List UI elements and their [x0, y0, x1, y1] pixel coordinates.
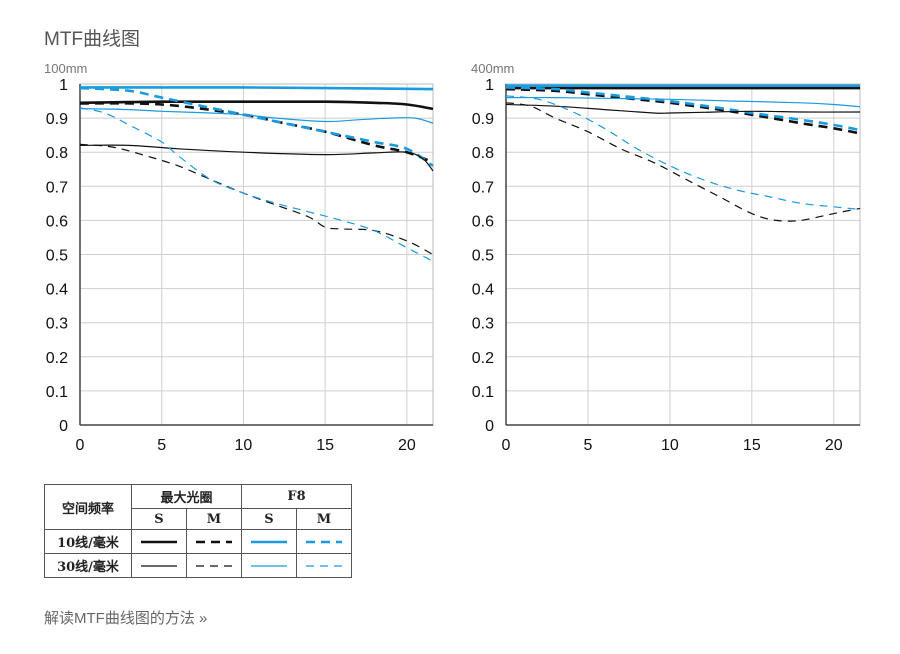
legend-header-spatial-frequency: 空间频率: [44, 484, 132, 530]
mtf-chart-100mm: 100mm 0 5 10 15 20 0 0.1 0.2 0.3 0.4 0.5 0.6 0.7 0.8 0.…: [44, 61, 434, 454]
series-line: [79, 102, 434, 164]
x-tick-label: 15: [743, 437, 761, 454]
legend-sample-10-max-s: [131, 529, 187, 554]
x-tick-label: 10: [235, 437, 253, 454]
legend-sample-30-f8-m: [296, 553, 352, 578]
y-tick-label: 0: [59, 418, 68, 435]
y-tick-label: 1: [485, 77, 494, 94]
legend-sample-30-max-s: [131, 553, 187, 578]
y-tick-label: 0.2: [472, 350, 494, 367]
y-tick-label: 0.4: [46, 282, 68, 299]
series-line: [505, 102, 861, 222]
y-tick-label: 0.7: [472, 179, 494, 196]
legend-sub-m-f8: M: [296, 508, 352, 530]
y-tick-label: 0.3: [46, 316, 68, 333]
series-line: [505, 96, 861, 108]
mtf-guide-link[interactable]: 解读MTF曲线图的方法 »: [44, 610, 208, 627]
y-tick-label: 0.5: [46, 248, 68, 265]
y-tick-label: 0.1: [46, 384, 68, 401]
legend-sample-10-max-m: [186, 529, 242, 554]
x-tick-label: 20: [398, 437, 416, 454]
chart-title: 100mm: [44, 61, 87, 76]
series-line: [505, 86, 861, 132]
legend-sample-30-max-m: [186, 553, 242, 578]
x-tick-label: 15: [316, 437, 334, 454]
series-line: [79, 86, 434, 167]
legend-sub-s-max: S: [131, 508, 187, 530]
legend-sub-m-max: M: [186, 508, 242, 530]
y-tick-label: 0.5: [472, 248, 494, 265]
x-tick-label: 0: [502, 437, 511, 454]
x-tick-label: 5: [583, 437, 592, 454]
y-tick-label: 0.1: [472, 384, 494, 401]
x-tick-label: 10: [661, 437, 679, 454]
y-tick-label: 0.8: [472, 145, 494, 162]
y-tick-label: 0.8: [46, 145, 68, 162]
chart-title: 400mm: [471, 61, 514, 76]
series-line: [79, 107, 434, 262]
mtf-chart-400mm: 400mm 0 5 10 15 20 0 0.1 0.2 0.3 0.4 0.5 0.6 0.7 0.8 0.…: [471, 61, 861, 454]
y-tick-label: 1: [59, 77, 68, 94]
series-line: [79, 143, 434, 256]
legend-sample-10-f8-m: [296, 529, 352, 554]
x-tick-label: 5: [157, 437, 166, 454]
legend-header-max-aperture: 最大光圈: [131, 484, 242, 509]
y-tick-label: 0.7: [46, 179, 68, 196]
y-tick-label: 0.6: [472, 213, 494, 230]
mtf-legend-table: 空间频率 最大光圈 F8 S M S M 10线/毫米 30线/毫米: [44, 484, 352, 578]
legend-sample-10-f8-s: [241, 529, 297, 554]
series-line: [505, 103, 861, 114]
series-line: [79, 108, 434, 124]
legend-row-10lines: 10线/毫米: [44, 529, 132, 554]
legend-sample-30-f8-s: [241, 553, 297, 578]
y-tick-label: 0.2: [46, 350, 68, 367]
legend-row-30lines: 30线/毫米: [44, 553, 132, 578]
y-tick-label: 0.4: [472, 282, 494, 299]
y-tick-label: 0.6: [46, 213, 68, 230]
series-line: [79, 144, 434, 172]
y-tick-label: 0.3: [472, 316, 494, 333]
y-tick-label: 0: [485, 418, 494, 435]
series-line: [505, 95, 861, 211]
x-tick-label: 20: [825, 437, 843, 454]
legend-sub-s-f8: S: [241, 508, 297, 530]
y-tick-label: 0.9: [46, 111, 68, 128]
series-line: [505, 87, 861, 135]
y-tick-label: 0.9: [472, 111, 494, 128]
x-tick-label: 0: [76, 437, 85, 454]
series-line: [80, 86, 434, 91]
legend-header-f8: F8: [241, 484, 352, 509]
series-line: [79, 100, 434, 111]
page-title: MTF曲线图: [44, 29, 141, 50]
